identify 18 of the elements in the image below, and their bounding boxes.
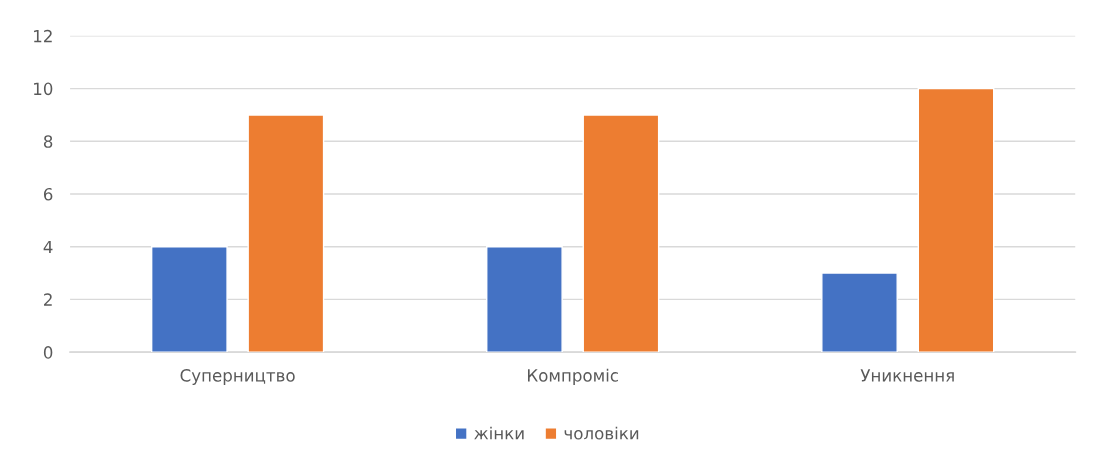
- x-tick-label: Суперництво: [180, 369, 295, 385]
- y-tick-label: 2: [44, 293, 52, 306]
- x-tick-label: Компроміс: [528, 368, 618, 385]
- y-tick-label: 12: [34, 29, 52, 43]
- y-tick-label: 10: [34, 82, 53, 96]
- y-tick-label: 4: [43, 240, 53, 254]
- bar: [582, 114, 660, 353]
- legend-label: жінки: [474, 426, 524, 440]
- legend-label: чоловіки: [564, 426, 639, 440]
- y-tick-label: 0: [43, 346, 53, 359]
- y-tick-label: 8: [43, 135, 53, 148]
- bar: [247, 114, 325, 353]
- x-tick-label: Уникнення: [860, 369, 954, 382]
- bar: [150, 246, 228, 353]
- bar: [486, 246, 563, 353]
- bar: [821, 272, 898, 353]
- bar: [917, 87, 995, 353]
- y-tick-label: 6: [43, 187, 53, 201]
